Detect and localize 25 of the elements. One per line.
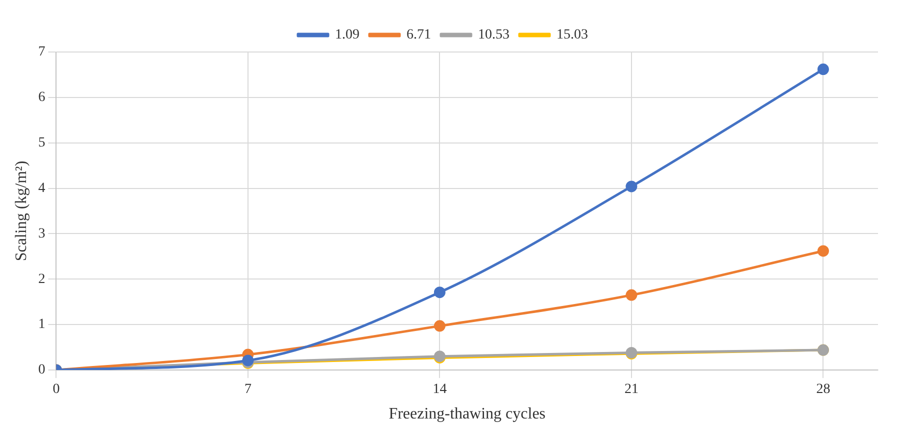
y-tick-label: 4	[38, 180, 46, 196]
point	[434, 286, 446, 298]
y-tick-label: 3	[38, 226, 46, 242]
point	[626, 180, 638, 192]
y-tick-label: 0	[38, 362, 46, 378]
legend-label: 15.03	[556, 28, 588, 43]
x-tick-label: 21	[624, 382, 638, 398]
legend-label: 6.71	[406, 28, 431, 43]
point	[434, 320, 446, 332]
x-tick-label: 28	[816, 382, 830, 398]
x-tick-label: 0	[52, 382, 60, 398]
y-tick-label: 2	[38, 272, 46, 287]
point	[626, 289, 638, 301]
y-tick-label: 5	[38, 136, 46, 151]
point	[817, 245, 829, 257]
point	[817, 64, 829, 76]
y-tick-label: 7	[38, 44, 46, 60]
x-tick-label: 14	[432, 382, 447, 398]
y-tick-label: 6	[38, 90, 46, 106]
legend-label: 10.53	[478, 28, 510, 43]
x-axis-title: Freezing-thawing cycles	[388, 406, 546, 423]
y-axis-title: Scaling (kg/m²)	[12, 160, 30, 262]
y-tick-label: 1	[38, 317, 46, 332]
legend-label: 1.09	[335, 28, 360, 43]
x-tick-label: 7	[244, 382, 252, 398]
